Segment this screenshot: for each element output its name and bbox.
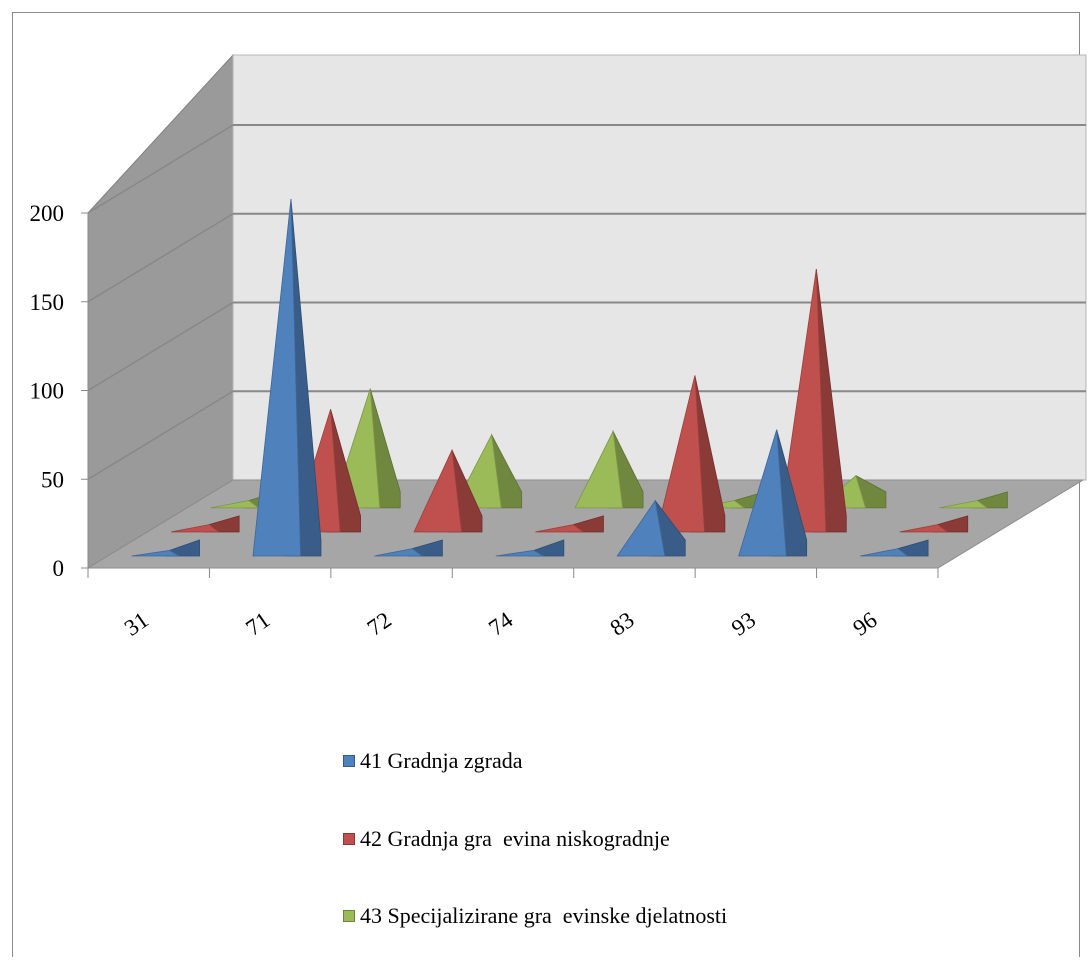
x-tick-label: 71 — [241, 607, 274, 641]
pyramid-series-3-74 — [574, 429, 624, 509]
gridline-side — [87, 301, 234, 392]
x-tick-label: 83 — [606, 607, 639, 641]
legend-item-series-2: 42 Gradnja gra evina niskogradnje — [343, 826, 670, 852]
pyramid-series-1-72 — [374, 548, 424, 557]
legend-swatch-series-3 — [343, 910, 355, 922]
chart-frame — [12, 12, 1080, 957]
y-tick-label: 100 — [30, 379, 65, 404]
pyramid-series-3-31 — [210, 500, 260, 509]
side-wall — [87, 53, 234, 569]
pyramid-series-1-96 — [860, 548, 909, 557]
legend-label-series-3: 43 Specijalizirane gra evinske djelatnos… — [360, 903, 728, 928]
pyramid-series-1-71 — [252, 198, 301, 557]
gridline-side — [87, 124, 234, 214]
gridline-side — [87, 390, 234, 480]
legend-label-series-2: 42 Gradnja gra evina niskogradnje — [360, 826, 670, 851]
pyramid-series-1-31 — [131, 550, 181, 557]
gridline-side — [87, 213, 234, 303]
pyramid-series-3-96 — [939, 500, 989, 509]
x-tick-label: 31 — [120, 607, 153, 641]
x-tick-label: 96 — [848, 607, 881, 641]
legend-item-series-1: 41 Gradnja zgrada — [343, 748, 522, 774]
pyramid-series-1-83 — [616, 499, 666, 557]
pyramid-series-1-74 — [495, 550, 545, 557]
x-tick-label: 93 — [727, 607, 760, 641]
x-tick-label: 74 — [484, 607, 518, 641]
legend-label-series-1: 41 Gradnja zgrada — [360, 748, 523, 773]
pyramid-series-2-96 — [899, 524, 949, 533]
pyramid-series-2-31 — [171, 524, 220, 533]
pyramid-series-1-93 — [738, 429, 787, 557]
legend-swatch-series-2 — [343, 833, 355, 845]
y-tick-label: 150 — [30, 290, 65, 315]
pyramid-series-2-72 — [413, 448, 463, 533]
y-tick-label: 0 — [53, 556, 65, 581]
back-wall — [232, 54, 1087, 481]
legend-swatch-series-1 — [343, 755, 355, 767]
y-tick-label: 50 — [41, 467, 64, 492]
x-tick-label: 72 — [363, 607, 396, 641]
legend-item-series-3: 43 Specijalizirane gra evinske djelatnos… — [343, 903, 727, 929]
pyramid-series-2-83 — [656, 375, 705, 533]
y-tick-label: 200 — [30, 201, 65, 226]
pyramid-series-2-74 — [535, 524, 585, 533]
